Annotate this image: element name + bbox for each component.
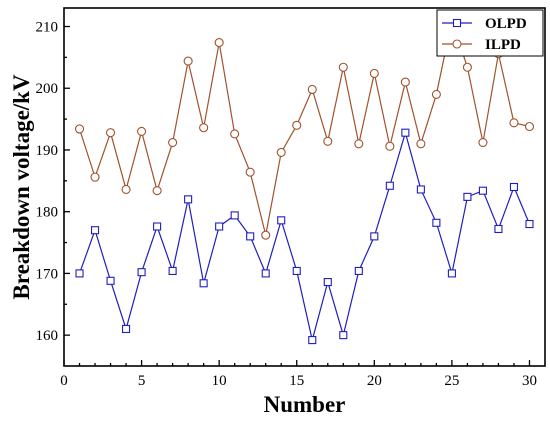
plot-frame — [63, 7, 546, 367]
data-point-ilpd — [199, 123, 209, 133]
data-point-olpd — [447, 269, 456, 278]
axis-ticks: 0 5 10 15 20 25 30 160 170 180 190 200 210 — [36, 20, 537, 389]
data-point-olpd — [494, 224, 503, 234]
data-point-ilpd — [478, 138, 488, 148]
data-point-olpd — [199, 279, 208, 288]
legend-label-ilpd: ILPD — [485, 37, 521, 53]
data-point-ilpd — [230, 129, 240, 139]
y-tick-label: 160 — [36, 328, 59, 344]
data-point-olpd — [184, 195, 193, 204]
data-point-ilpd — [338, 62, 348, 72]
data-point-olpd — [277, 216, 286, 225]
data-point-ilpd — [462, 62, 472, 72]
data-point-olpd — [323, 278, 332, 287]
data-point-olpd — [416, 185, 425, 194]
data-point-olpd — [525, 219, 534, 229]
data-point-olpd — [75, 269, 84, 278]
data-point-ilpd — [354, 139, 364, 149]
data-point-ilpd — [323, 136, 333, 146]
data-point-ilpd — [276, 147, 286, 157]
y-tick-label: 170 — [36, 266, 59, 282]
data-point-olpd — [354, 266, 363, 275]
x-tick-label: 15 — [289, 373, 304, 389]
data-point-olpd — [106, 276, 115, 285]
data-point-olpd — [308, 336, 317, 345]
data-point-ilpd — [400, 77, 410, 87]
data-point-ilpd — [369, 68, 379, 78]
data-point-olpd — [401, 128, 410, 137]
data-point-olpd — [122, 324, 131, 334]
data-point-ilpd — [292, 120, 302, 130]
y-tick-label: 210 — [36, 20, 59, 36]
data-point-olpd — [339, 331, 348, 340]
x-tick-label: 0 — [60, 373, 68, 389]
data-point-ilpd — [509, 118, 519, 128]
series-line-olpd — [78, 130, 531, 341]
data-point-ilpd — [183, 56, 193, 66]
legend-marker-ilpd — [452, 39, 462, 49]
data-point-olpd — [292, 266, 301, 275]
y-tick-label: 200 — [36, 81, 59, 97]
data-point-ilpd — [431, 89, 441, 99]
y-tick-label: 180 — [36, 205, 59, 221]
series-markers — [74, 15, 535, 345]
data-point-ilpd — [105, 128, 116, 138]
data-point-olpd — [246, 232, 255, 241]
data-point-ilpd — [214, 38, 224, 48]
y-axis-title: Breakdown voltage/kV — [9, 74, 34, 300]
data-point-ilpd — [121, 184, 131, 195]
data-point-olpd — [463, 192, 472, 201]
data-point-ilpd — [74, 124, 85, 134]
data-point-olpd — [215, 222, 224, 231]
data-point-olpd — [385, 181, 394, 190]
legend-box — [436, 9, 544, 57]
series-lines — [78, 18, 531, 341]
data-point-olpd — [230, 211, 239, 220]
x-tick-label: 10 — [212, 373, 227, 389]
data-point-olpd — [137, 268, 146, 277]
legend-marker-olpd — [452, 18, 462, 28]
legend: OLPD ILPD — [436, 9, 544, 57]
x-tick-label: 5 — [138, 373, 146, 389]
data-point-ilpd — [90, 172, 100, 182]
data-point-ilpd — [168, 138, 178, 148]
data-point-ilpd — [416, 139, 426, 149]
x-tick-label: 30 — [522, 373, 537, 389]
data-point-olpd — [90, 226, 100, 235]
data-point-ilpd — [245, 167, 255, 177]
data-point-olpd — [153, 222, 162, 231]
data-point-olpd — [261, 269, 270, 278]
legend-label-olpd: OLPD — [485, 16, 527, 32]
data-point-olpd — [168, 266, 177, 275]
data-point-olpd — [370, 232, 379, 241]
data-point-olpd — [509, 182, 519, 192]
data-point-ilpd — [137, 126, 147, 136]
data-point-ilpd — [152, 186, 162, 196]
data-point-ilpd — [261, 230, 271, 240]
data-point-ilpd — [385, 141, 395, 151]
data-point-olpd — [432, 218, 441, 227]
data-point-ilpd — [307, 84, 317, 95]
data-point-ilpd — [524, 121, 535, 132]
x-axis-title: Number — [264, 392, 346, 417]
data-point-olpd — [478, 186, 487, 195]
x-tick-label: 25 — [444, 373, 459, 389]
y-tick-label: 190 — [36, 143, 59, 159]
x-tick-label: 20 — [367, 373, 382, 389]
